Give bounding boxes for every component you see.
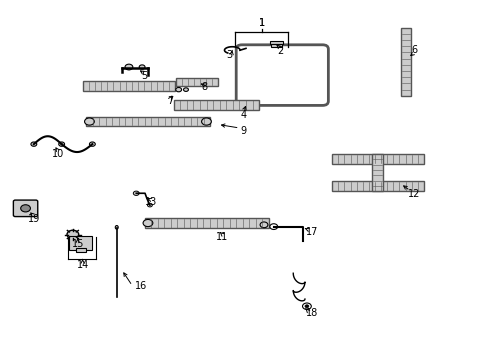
Text: 8: 8 (201, 82, 207, 93)
Text: 19: 19 (28, 214, 40, 224)
Circle shape (147, 203, 152, 207)
Text: 1: 1 (258, 18, 264, 28)
Bar (331, 181, 423, 192)
Text: 14: 14 (76, 260, 88, 270)
Bar (270, 41, 282, 44)
Circle shape (67, 230, 79, 239)
Bar (173, 100, 259, 110)
Circle shape (302, 303, 311, 310)
Circle shape (133, 191, 139, 195)
Circle shape (31, 142, 37, 146)
Text: 10: 10 (52, 149, 64, 159)
Text: 13: 13 (144, 197, 157, 207)
Text: 15: 15 (71, 239, 84, 249)
Bar (86, 117, 210, 126)
Circle shape (84, 118, 94, 125)
Circle shape (125, 64, 133, 70)
Circle shape (269, 224, 277, 229)
Bar (331, 154, 423, 164)
Text: 12: 12 (407, 189, 420, 199)
Bar (144, 219, 268, 228)
Text: 1: 1 (258, 18, 264, 28)
Text: 3: 3 (225, 50, 231, 60)
Bar (371, 154, 382, 192)
Text: 2: 2 (276, 46, 283, 56)
Text: 5: 5 (141, 71, 147, 81)
FancyBboxPatch shape (236, 45, 328, 105)
Text: 17: 17 (305, 227, 317, 237)
Text: 11: 11 (216, 232, 228, 242)
Text: 6: 6 (410, 45, 416, 55)
Circle shape (59, 142, 64, 146)
Text: 7: 7 (167, 96, 173, 106)
Bar (69, 236, 92, 250)
Circle shape (89, 142, 95, 146)
Bar (176, 78, 217, 86)
Text: 16: 16 (135, 281, 147, 291)
Circle shape (139, 65, 145, 69)
Circle shape (305, 305, 308, 308)
Circle shape (260, 222, 267, 228)
Circle shape (201, 118, 211, 125)
FancyBboxPatch shape (13, 200, 38, 217)
Circle shape (20, 205, 30, 212)
Text: 18: 18 (305, 309, 317, 318)
Bar (76, 248, 86, 252)
Text: 9: 9 (240, 126, 246, 135)
Bar (400, 28, 410, 96)
Circle shape (143, 220, 153, 226)
Circle shape (183, 88, 188, 91)
Ellipse shape (115, 226, 118, 229)
Bar (271, 44, 281, 46)
Text: 4: 4 (240, 110, 246, 120)
Circle shape (175, 87, 181, 92)
Bar (82, 81, 175, 91)
